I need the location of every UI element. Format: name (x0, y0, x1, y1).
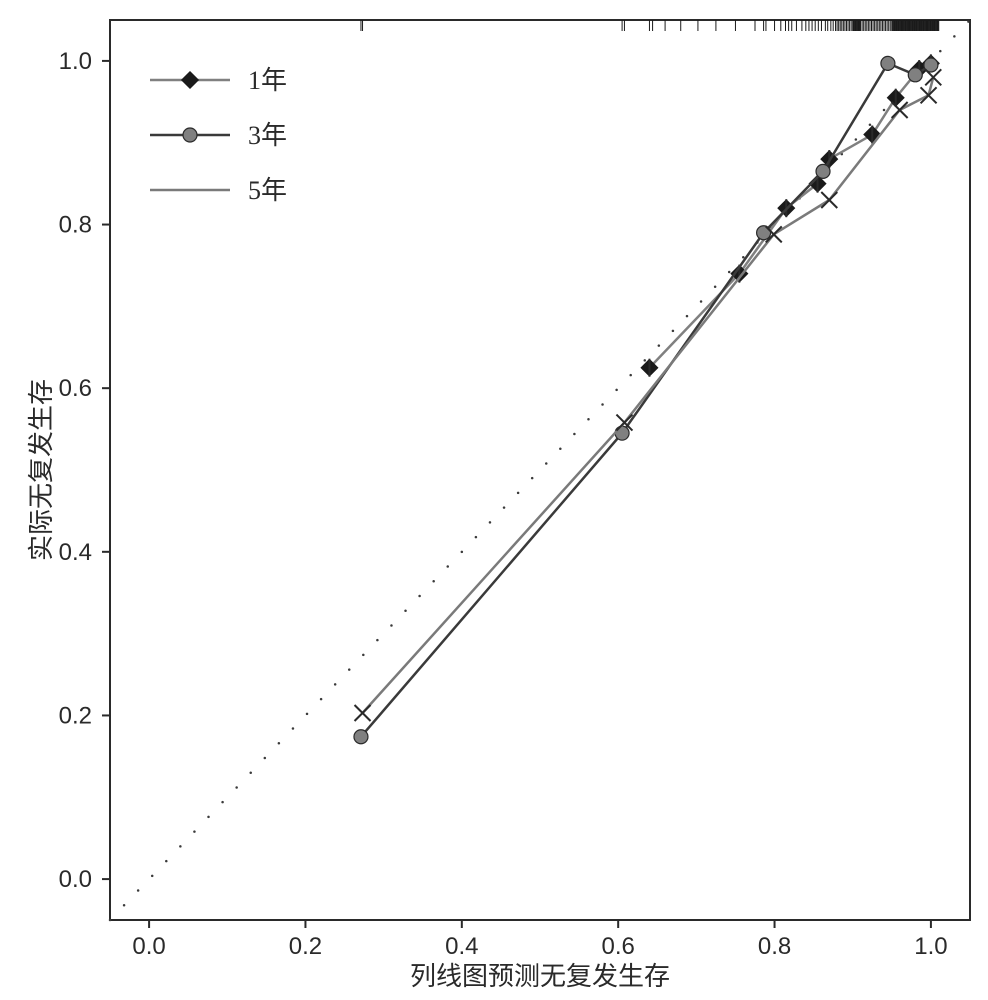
diagonal-dot (503, 506, 506, 509)
legend-label: 1年 (248, 66, 287, 95)
y-tick-label: 1.0 (59, 48, 92, 75)
y-tick-label: 0.6 (59, 375, 92, 402)
series-year1 (641, 54, 938, 376)
diagonal-dot (855, 138, 858, 141)
diagonal-dot (967, 20, 970, 23)
diagonal-dot (165, 860, 168, 863)
diagonal-dot (446, 565, 449, 568)
diagonal-dot (221, 801, 224, 804)
marker-year3 (816, 164, 830, 178)
diagonal-dot (545, 462, 548, 465)
diagonal-dot (644, 359, 647, 362)
diagonal-dot (658, 344, 661, 347)
diagonal-dot (348, 668, 351, 671)
diagonal-dot (207, 816, 210, 819)
x-tick-label: 0.6 (601, 933, 634, 960)
calibration-chart: 0.0 0.2 0.4 0.6 0.8 1.0 0.0 0.2 0.4 0.6 0.8 1.0 列线图预… (0, 0, 988, 1000)
diagonal-dot (418, 595, 421, 598)
diagonal-dot (179, 845, 182, 848)
x-axis-title: 列线图预测无复发生存 (410, 962, 670, 991)
diagonal-dot (264, 757, 267, 760)
diagonal-dot (362, 654, 365, 657)
diagonal-dot (432, 580, 435, 583)
diagonal-dot (601, 403, 604, 406)
diagonal-dot (587, 418, 590, 421)
y-tick-label: 0.0 (59, 866, 92, 893)
diagonal-dot (531, 477, 534, 480)
diagonal-dot (672, 330, 675, 333)
y-tick-label: 0.4 (59, 539, 92, 566)
diagonal-dot (109, 919, 112, 922)
diagonal-dot (278, 742, 281, 745)
diagonal-dot (629, 374, 632, 377)
diagonal-dot (376, 639, 379, 642)
legend-marker (182, 72, 198, 88)
x-tick-label: 0.4 (445, 933, 478, 960)
series-year3 (354, 56, 938, 743)
diagonal-dot (320, 698, 323, 701)
diagonal-dot (489, 521, 492, 524)
x-tick-label: 1.0 (914, 933, 947, 960)
diagonal-dot (728, 271, 731, 274)
diagonal-dot (686, 315, 689, 318)
legend-label: 5年 (248, 176, 287, 205)
marker-year3 (881, 56, 895, 70)
x-tick-label: 0.2 (289, 933, 322, 960)
legend: 1年 3年 5年 (150, 66, 287, 205)
diagonal-dot (939, 50, 942, 53)
marker-year3 (908, 68, 922, 82)
series-line-year1 (649, 63, 930, 367)
x-tick-label: 0.8 (758, 933, 791, 960)
diagonal-dot (249, 771, 252, 774)
chart-svg: 0.0 0.2 0.4 0.6 0.8 1.0 0.0 0.2 0.4 0.6 0.8 1.0 列线图预… (0, 0, 988, 1000)
diagonal-dot (700, 300, 703, 303)
marker-year3 (354, 730, 368, 744)
diagonal-dot (869, 123, 872, 126)
y-tick-label: 0.8 (59, 212, 92, 239)
diagonal-dot (953, 35, 956, 38)
diagonal-dot (292, 727, 295, 730)
diagonal-dot (235, 786, 238, 789)
diagonal-dot (714, 285, 717, 288)
diagonal-dot (404, 609, 407, 612)
diagonal-dot (461, 551, 464, 554)
diagonal-dot (151, 875, 154, 878)
diagonal-dot (475, 536, 478, 539)
diagonal-dot (334, 683, 337, 686)
diagonal-dot (137, 889, 140, 892)
diagonal-dot (615, 389, 618, 392)
diagonal-dot (573, 433, 576, 436)
x-tick-label: 0.0 (132, 933, 165, 960)
y-axis-title: 实际无复发生存 (27, 379, 56, 561)
marker-year3 (615, 426, 629, 440)
y-tick-label: 0.2 (59, 702, 92, 729)
diagonal-dot (123, 904, 126, 907)
series-line-year3 (361, 63, 931, 736)
legend-label: 3年 (248, 121, 287, 150)
diagonal-dot (559, 447, 562, 450)
legend-marker (183, 128, 197, 142)
diagonal-dot (306, 713, 309, 716)
diagonal-dot (193, 830, 196, 833)
diagonal-dot (883, 109, 886, 112)
diagonal-dot (390, 624, 393, 627)
diagonal-dot (517, 492, 520, 495)
